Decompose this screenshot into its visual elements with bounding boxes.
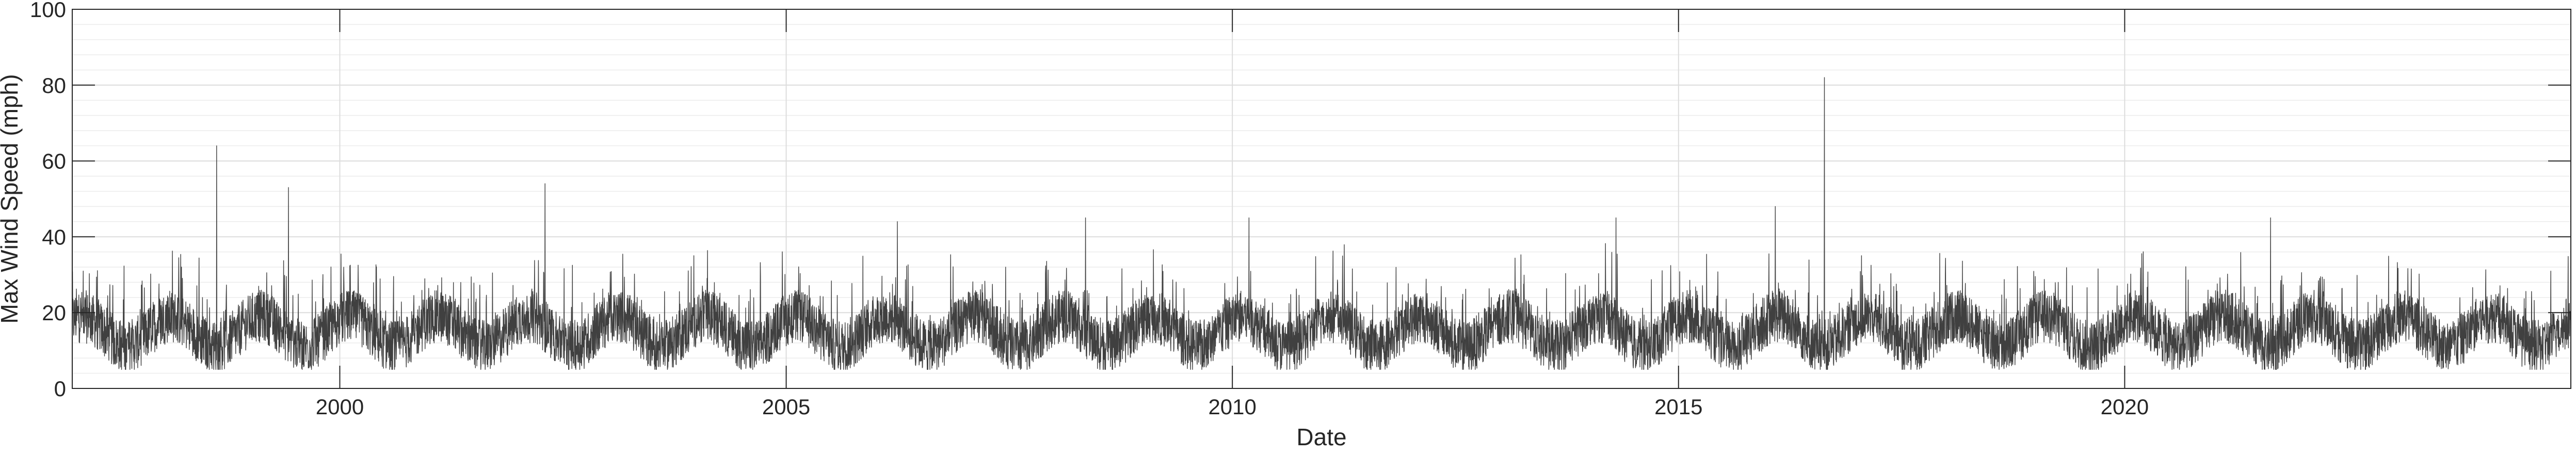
y-tick-label: 60 bbox=[42, 149, 66, 174]
data-point-peak bbox=[288, 187, 289, 188]
data-point-peak bbox=[1824, 77, 1825, 78]
series-wind-speed bbox=[72, 77, 2571, 370]
data-point-peak bbox=[1775, 206, 1776, 207]
y-tick-label: 0 bbox=[54, 377, 66, 401]
data-point-peak bbox=[1616, 217, 1617, 218]
data-point-peak bbox=[216, 145, 217, 146]
y-axis-ticks: 0 20 40 60 80 100 bbox=[30, 0, 2571, 401]
x-tick-label: 2000 bbox=[316, 395, 364, 419]
data-point-peak bbox=[1085, 217, 1086, 218]
y-tick-label: 80 bbox=[42, 73, 66, 98]
y-axis-label: Max Wind Speed (mph) bbox=[0, 74, 23, 323]
x-tick-label: 2010 bbox=[1208, 395, 1256, 419]
y-tick-label: 40 bbox=[42, 225, 66, 249]
x-tick-label: 2020 bbox=[2101, 395, 2149, 419]
x-axis-label: Date bbox=[1296, 424, 1346, 450]
data-point-peak bbox=[1248, 217, 1249, 218]
x-axis-ticks: 2000 2005 2010 2015 2020 bbox=[316, 9, 2149, 419]
data-point-peak bbox=[2270, 217, 2271, 218]
plot-frame bbox=[72, 9, 2571, 389]
series-line bbox=[72, 77, 2571, 370]
data-point-peak bbox=[544, 183, 545, 184]
y-tick-label: 100 bbox=[30, 0, 66, 22]
data-point-peak bbox=[897, 221, 898, 222]
x-tick-label: 2015 bbox=[1654, 395, 1702, 419]
y-tick-label: 20 bbox=[42, 301, 66, 325]
minor-grid bbox=[72, 24, 2571, 374]
x-tick-label: 2005 bbox=[762, 395, 810, 419]
